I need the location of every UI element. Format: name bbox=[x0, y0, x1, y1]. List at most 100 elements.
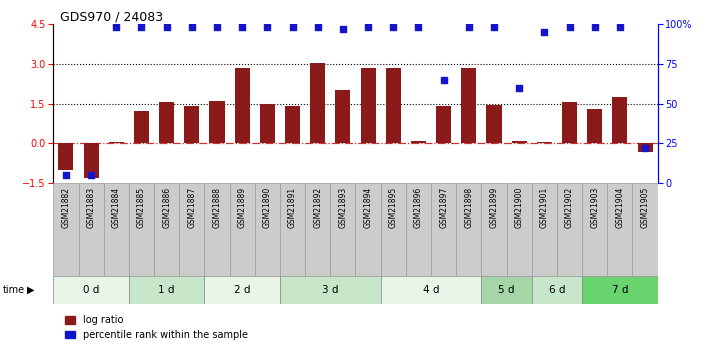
Bar bbox=[481, 183, 506, 276]
Point bbox=[211, 24, 223, 30]
Point bbox=[589, 24, 600, 30]
Text: time: time bbox=[3, 285, 25, 295]
Text: GSM21888: GSM21888 bbox=[213, 187, 222, 228]
Bar bbox=[557, 183, 582, 276]
Bar bbox=[638, 143, 653, 152]
Bar bbox=[331, 183, 356, 276]
Bar bbox=[179, 183, 205, 276]
Point bbox=[438, 77, 449, 82]
Text: GSM21897: GSM21897 bbox=[439, 187, 448, 228]
Text: 1 d: 1 d bbox=[159, 285, 175, 295]
Bar bbox=[310, 62, 325, 143]
Text: GDS970 / 24083: GDS970 / 24083 bbox=[60, 10, 164, 23]
Bar bbox=[481, 276, 532, 304]
Bar bbox=[184, 106, 199, 143]
Point bbox=[363, 24, 374, 30]
Legend: log ratio, percentile rank within the sample: log ratio, percentile rank within the sa… bbox=[65, 315, 248, 340]
Point bbox=[337, 26, 348, 32]
Point bbox=[136, 24, 147, 30]
Bar bbox=[285, 106, 300, 143]
Bar bbox=[53, 183, 78, 276]
Text: GSM21885: GSM21885 bbox=[137, 187, 146, 228]
Bar bbox=[255, 183, 280, 276]
Point bbox=[564, 24, 575, 30]
Bar bbox=[406, 183, 431, 276]
Text: 2 d: 2 d bbox=[234, 285, 250, 295]
Text: GSM21892: GSM21892 bbox=[314, 187, 322, 228]
Point bbox=[513, 85, 525, 90]
Text: GSM21904: GSM21904 bbox=[616, 187, 624, 228]
Bar bbox=[154, 183, 179, 276]
Point bbox=[85, 172, 97, 178]
Text: GSM21900: GSM21900 bbox=[515, 187, 524, 228]
Bar bbox=[129, 183, 154, 276]
Bar bbox=[230, 183, 255, 276]
Text: GSM21884: GSM21884 bbox=[112, 187, 121, 228]
Text: 5 d: 5 d bbox=[498, 285, 515, 295]
Bar bbox=[436, 106, 451, 143]
Bar bbox=[512, 140, 527, 143]
Bar bbox=[260, 104, 275, 143]
Bar bbox=[58, 143, 73, 170]
Bar bbox=[607, 183, 633, 276]
Text: GSM21893: GSM21893 bbox=[338, 187, 348, 228]
Text: GSM21882: GSM21882 bbox=[61, 187, 70, 228]
Bar bbox=[104, 183, 129, 276]
Bar bbox=[109, 142, 124, 143]
Bar bbox=[532, 276, 582, 304]
Bar bbox=[587, 109, 602, 143]
Text: GSM21899: GSM21899 bbox=[489, 187, 498, 228]
Bar bbox=[456, 183, 481, 276]
Text: 0 d: 0 d bbox=[83, 285, 100, 295]
Text: GSM21889: GSM21889 bbox=[237, 187, 247, 228]
Text: GSM21890: GSM21890 bbox=[263, 187, 272, 228]
Bar bbox=[134, 111, 149, 143]
Bar bbox=[78, 183, 104, 276]
Bar bbox=[582, 276, 658, 304]
Bar bbox=[532, 183, 557, 276]
Text: GSM21898: GSM21898 bbox=[464, 187, 474, 228]
Bar bbox=[159, 102, 174, 143]
Text: GSM21883: GSM21883 bbox=[87, 187, 95, 228]
Bar bbox=[537, 142, 552, 143]
Text: GSM21903: GSM21903 bbox=[590, 187, 599, 228]
Bar bbox=[53, 276, 129, 304]
Text: 6 d: 6 d bbox=[549, 285, 565, 295]
Text: GSM21895: GSM21895 bbox=[389, 187, 397, 228]
Point bbox=[639, 145, 651, 151]
Text: ▶: ▶ bbox=[27, 285, 35, 295]
Bar bbox=[356, 183, 380, 276]
Text: 3 d: 3 d bbox=[322, 285, 338, 295]
Bar bbox=[633, 183, 658, 276]
Point bbox=[387, 24, 399, 30]
Bar bbox=[411, 140, 426, 143]
Bar bbox=[205, 183, 230, 276]
Bar bbox=[582, 183, 607, 276]
Bar bbox=[380, 276, 481, 304]
Point bbox=[186, 24, 198, 30]
Bar bbox=[506, 183, 532, 276]
Bar bbox=[235, 68, 250, 143]
Bar bbox=[280, 183, 305, 276]
Point bbox=[488, 24, 500, 30]
Bar bbox=[280, 276, 380, 304]
Point bbox=[111, 24, 122, 30]
Point bbox=[463, 24, 474, 30]
Point bbox=[312, 24, 324, 30]
Bar bbox=[562, 102, 577, 143]
Bar bbox=[360, 68, 375, 143]
Bar bbox=[205, 276, 280, 304]
Point bbox=[262, 24, 273, 30]
Text: GSM21886: GSM21886 bbox=[162, 187, 171, 228]
Bar bbox=[461, 68, 476, 143]
Bar bbox=[380, 183, 406, 276]
Point bbox=[539, 29, 550, 35]
Text: GSM21891: GSM21891 bbox=[288, 187, 297, 228]
Point bbox=[614, 24, 626, 30]
Text: GSM21894: GSM21894 bbox=[363, 187, 373, 228]
Point bbox=[161, 24, 172, 30]
Bar bbox=[486, 105, 501, 143]
Text: GSM21905: GSM21905 bbox=[641, 187, 650, 228]
Bar bbox=[336, 90, 351, 143]
Bar bbox=[129, 276, 205, 304]
